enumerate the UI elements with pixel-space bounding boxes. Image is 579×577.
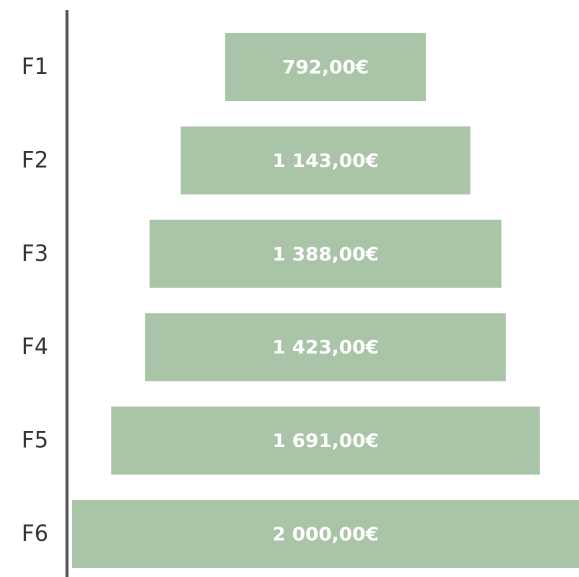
category-label: F3 xyxy=(22,242,49,267)
bar xyxy=(149,219,502,288)
category-label: F6 xyxy=(22,522,49,547)
bar xyxy=(145,313,506,382)
bar xyxy=(180,126,471,195)
category-label: F1 xyxy=(22,55,49,80)
bar xyxy=(225,33,426,101)
category-label: F4 xyxy=(22,335,49,360)
value-label: 2 000,00€ xyxy=(272,524,378,546)
value-label: 1 423,00€ xyxy=(272,337,378,359)
value-label: 792,00€ xyxy=(282,57,369,79)
value-label: 1 691,00€ xyxy=(272,430,378,452)
category-label: F5 xyxy=(22,429,49,454)
bar xyxy=(72,500,579,568)
category-label: F2 xyxy=(22,148,49,173)
bar xyxy=(111,406,540,475)
value-label: 1 143,00€ xyxy=(272,150,378,172)
value-label: 1 388,00€ xyxy=(272,243,378,265)
